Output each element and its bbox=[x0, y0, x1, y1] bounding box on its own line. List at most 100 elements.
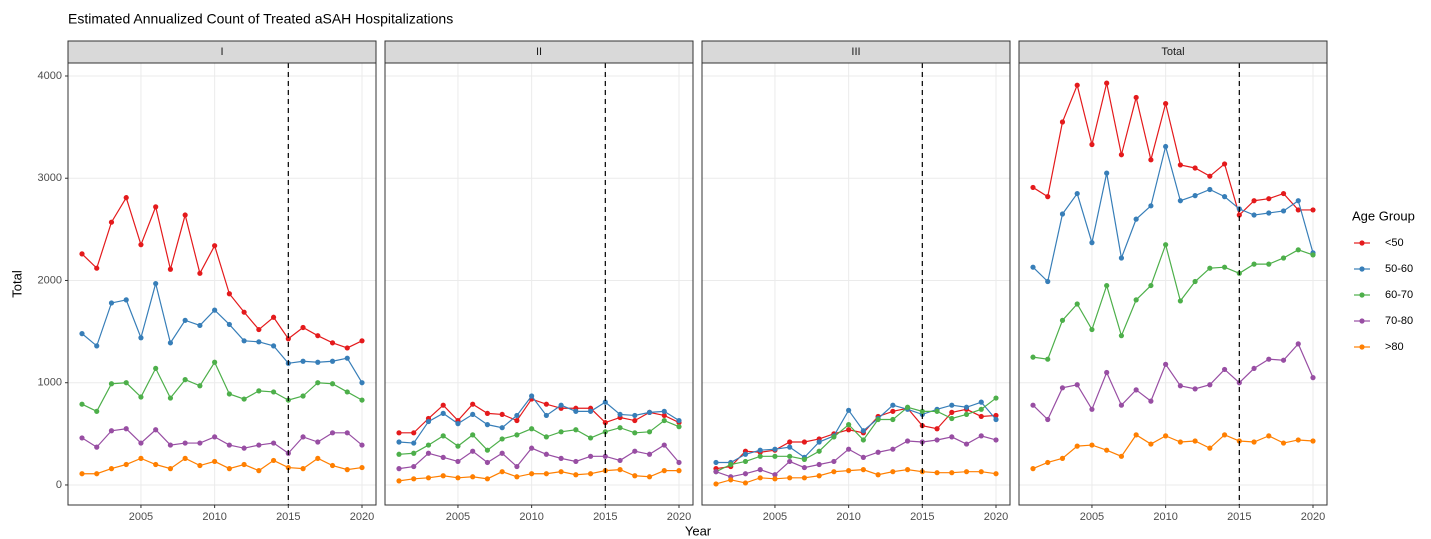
data-point bbox=[212, 243, 218, 249]
data-point bbox=[772, 476, 778, 482]
strip bbox=[701, 40, 1011, 64]
data-point bbox=[1295, 247, 1301, 253]
data-point bbox=[440, 454, 446, 460]
data-point bbox=[1030, 184, 1036, 191]
data-point bbox=[1177, 162, 1183, 168]
data-point bbox=[1266, 356, 1272, 362]
data-point bbox=[1104, 282, 1110, 289]
data-point bbox=[300, 393, 306, 399]
data-point bbox=[904, 467, 911, 473]
data-point bbox=[831, 458, 837, 465]
data-point bbox=[1251, 365, 1257, 372]
data-point bbox=[846, 427, 852, 433]
data-point bbox=[1192, 278, 1198, 285]
data-point bbox=[1118, 255, 1125, 261]
data-point bbox=[300, 324, 306, 331]
strip bbox=[67, 40, 377, 64]
data-point bbox=[1045, 194, 1051, 200]
data-point bbox=[256, 339, 262, 345]
data-point bbox=[1104, 447, 1110, 453]
data-point bbox=[558, 402, 564, 408]
data-point bbox=[1089, 442, 1095, 448]
data-point bbox=[329, 340, 336, 346]
data-point bbox=[978, 413, 984, 420]
y-tick-label: 3000 bbox=[38, 172, 62, 184]
data-point bbox=[676, 424, 682, 430]
data-point bbox=[558, 429, 564, 435]
data-point bbox=[270, 343, 277, 349]
data-point bbox=[226, 321, 232, 328]
data-point bbox=[212, 434, 218, 440]
data-point bbox=[676, 417, 682, 424]
data-point bbox=[79, 471, 85, 477]
data-point bbox=[411, 463, 417, 470]
data-point bbox=[1133, 432, 1139, 438]
data-point bbox=[1177, 439, 1183, 445]
data-point bbox=[256, 468, 262, 474]
data-point bbox=[79, 435, 85, 441]
data-point bbox=[890, 469, 896, 475]
legend-label: >80 bbox=[1385, 341, 1404, 353]
data-point bbox=[757, 447, 763, 453]
data-point bbox=[212, 359, 218, 365]
data-point bbox=[1059, 317, 1066, 323]
data-point bbox=[646, 409, 653, 415]
data-point bbox=[94, 343, 100, 349]
data-point bbox=[1030, 354, 1036, 360]
data-point bbox=[742, 458, 749, 465]
x-tick-label: 2005 bbox=[129, 511, 153, 523]
strip bbox=[384, 40, 694, 64]
panel-background bbox=[68, 63, 376, 505]
data-point bbox=[108, 381, 115, 387]
data-point bbox=[94, 408, 100, 414]
data-point bbox=[241, 396, 247, 402]
x-axis-title: Year bbox=[685, 523, 712, 538]
y-tick-label: 0 bbox=[56, 479, 62, 491]
x-tick-label: 2015 bbox=[910, 511, 934, 523]
data-point bbox=[801, 456, 808, 462]
strip-label: I bbox=[220, 46, 223, 58]
data-point bbox=[1148, 203, 1154, 209]
data-point bbox=[728, 477, 734, 483]
data-point bbox=[661, 468, 667, 474]
data-point bbox=[138, 335, 144, 341]
data-point bbox=[182, 440, 188, 446]
data-point bbox=[875, 449, 881, 455]
data-point bbox=[226, 291, 232, 297]
data-point bbox=[801, 475, 808, 481]
data-point bbox=[514, 412, 520, 419]
data-point bbox=[138, 394, 144, 400]
x-tick-label: 2010 bbox=[836, 511, 860, 523]
data-point bbox=[661, 442, 667, 448]
data-point bbox=[315, 333, 321, 339]
data-point bbox=[270, 314, 277, 320]
data-point bbox=[1059, 385, 1066, 391]
data-point bbox=[256, 442, 262, 448]
data-point bbox=[94, 265, 100, 271]
panel-background bbox=[385, 63, 693, 505]
data-point bbox=[934, 426, 940, 432]
data-point bbox=[816, 461, 822, 468]
data-point bbox=[632, 473, 638, 479]
data-point bbox=[167, 340, 174, 346]
data-point bbox=[1177, 198, 1183, 204]
data-point bbox=[1295, 207, 1301, 213]
data-point bbox=[1266, 196, 1272, 202]
data-point bbox=[1133, 216, 1139, 222]
data-point bbox=[573, 472, 579, 478]
data-point bbox=[787, 439, 793, 445]
data-point bbox=[241, 461, 247, 468]
data-point bbox=[359, 397, 365, 403]
data-point bbox=[816, 448, 822, 454]
data-point bbox=[1074, 382, 1080, 388]
data-point bbox=[344, 389, 350, 395]
data-point bbox=[440, 410, 446, 416]
data-point bbox=[123, 380, 129, 386]
data-point bbox=[270, 389, 277, 395]
data-point bbox=[484, 459, 491, 466]
data-point bbox=[1221, 366, 1228, 373]
data-point bbox=[1280, 440, 1287, 446]
data-point bbox=[772, 472, 778, 478]
data-point bbox=[1163, 100, 1169, 107]
data-point bbox=[270, 440, 277, 446]
